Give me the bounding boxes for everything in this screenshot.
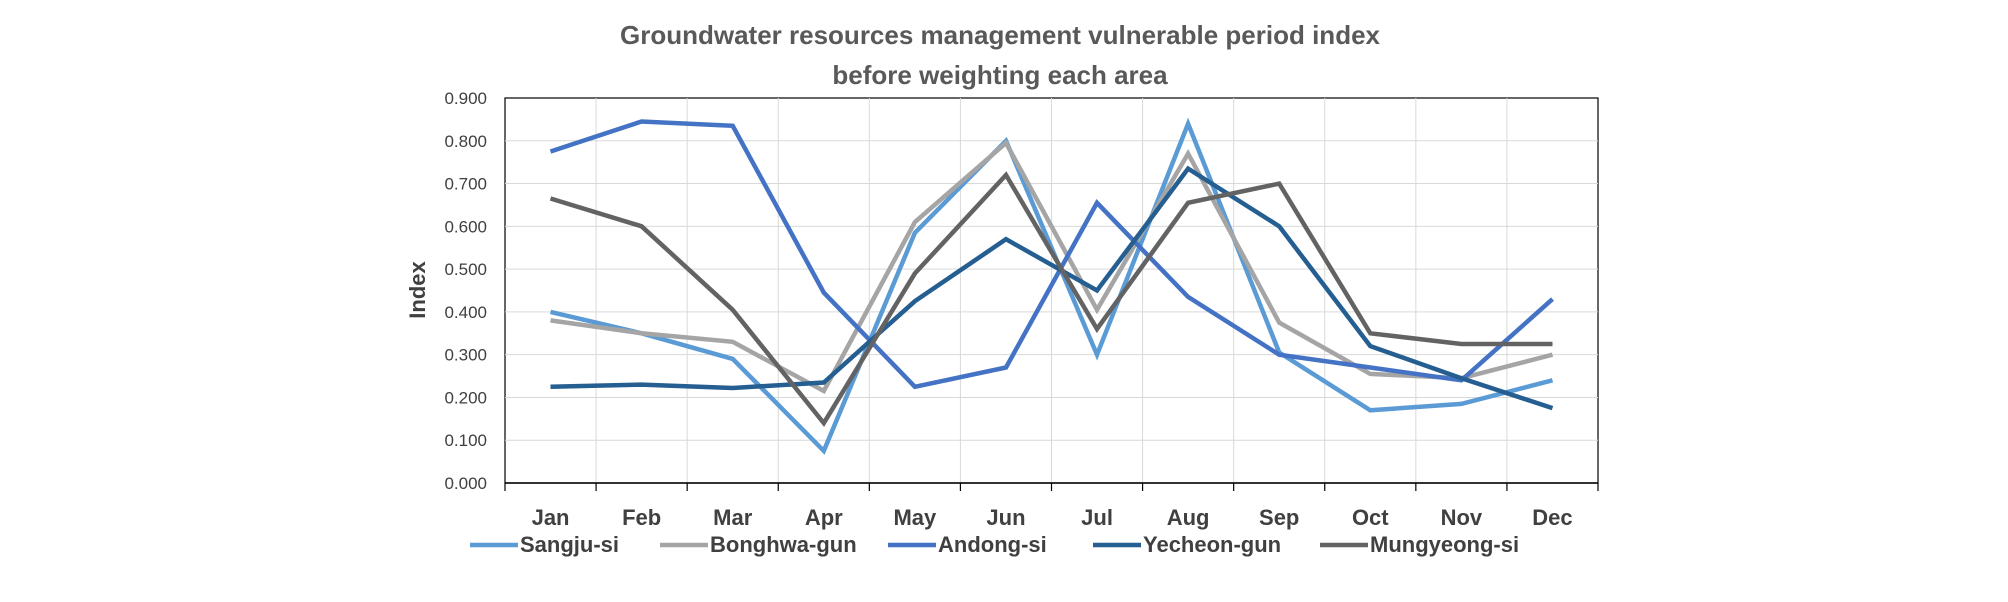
- legend-item-mungyeong-si: Mungyeong-si: [1320, 532, 1519, 557]
- legend-item-bonghwa-gun: Bonghwa-gun: [660, 532, 857, 557]
- series-line-yecheon-gun: [550, 165, 1554, 411]
- grid-layer: [504, 97, 1599, 491]
- legend-label: Bonghwa-gun: [710, 532, 857, 557]
- y-tick-label: 0.200: [444, 388, 487, 407]
- y-tick-label: 0.000: [444, 474, 487, 493]
- y-tick-label: 0.400: [444, 303, 487, 322]
- x-tick-label: Aug: [1167, 505, 1210, 530]
- legend: Sangju-si Bonghwa-gun Andong-si Yecheon-gun…: [470, 532, 1519, 557]
- x-tick-label: Mar: [713, 505, 753, 530]
- y-tick-label: 0.700: [444, 175, 487, 194]
- x-tick-label: Sep: [1259, 505, 1299, 530]
- legend-label: Sangju-si: [520, 532, 619, 557]
- legend-label: Andong-si: [938, 532, 1047, 557]
- y-axis-ticks: 0.000 0.100 0.200 0.300 0.400 0.500 0.600 0.700…: [444, 89, 487, 493]
- x-tick-label: Nov: [1441, 505, 1483, 530]
- series-layer: [549, 117, 1554, 455]
- y-tick-label: 0.500: [444, 260, 487, 279]
- series-line-mungyeong-si: [549, 171, 1553, 428]
- legend-item-yecheon-gun: Yecheon-gun: [1093, 532, 1281, 557]
- x-tick-label: May: [893, 505, 937, 530]
- chart-subtitle: before weighting each area: [832, 60, 1168, 90]
- y-tick-label: 0.900: [444, 89, 487, 108]
- y-tick-label: 0.800: [444, 132, 487, 151]
- y-tick-label: 0.300: [444, 346, 487, 365]
- x-tick-label: Jun: [986, 505, 1025, 530]
- y-tick-label: 0.100: [444, 431, 487, 450]
- x-tick-label: Oct: [1352, 505, 1389, 530]
- legend-item-andong-si: Andong-si: [888, 532, 1047, 557]
- x-tick-label: Dec: [1532, 505, 1572, 530]
- x-tick-label: Apr: [805, 505, 843, 530]
- legend-item-sangju-si: Sangju-si: [470, 532, 619, 557]
- x-axis-ticks: Jan Feb Mar Apr May Jun Jul Aug Sep Oct Nov Dec: [532, 505, 1573, 530]
- legend-label: Yecheon-gun: [1143, 532, 1281, 557]
- y-tick-label: 0.600: [444, 217, 487, 236]
- series-line-bonghwa-gun: [550, 139, 1554, 395]
- x-tick-label: Jul: [1081, 505, 1113, 530]
- chart-title: Groundwater resources management vulnera…: [620, 20, 1381, 50]
- x-tick-label: Jan: [532, 505, 570, 530]
- legend-label: Mungyeong-si: [1370, 532, 1519, 557]
- x-tick-label: Feb: [622, 505, 661, 530]
- y-axis-label: Index: [405, 261, 430, 319]
- series-line-andong-si: [549, 119, 1554, 390]
